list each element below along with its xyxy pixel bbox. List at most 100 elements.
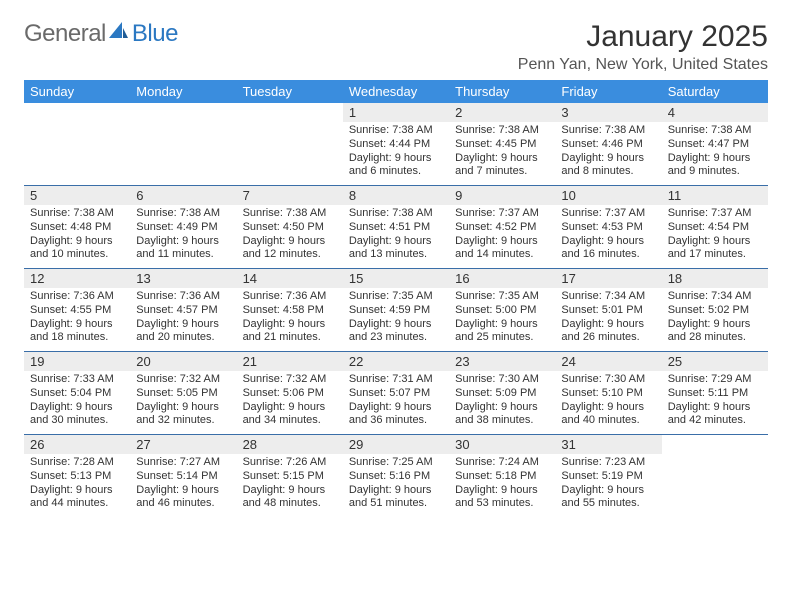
daylight-line: Daylight: 9 hours and 30 minutes. (30, 401, 124, 429)
day-info-cell: Sunrise: 7:26 AMSunset: 5:15 PMDaylight:… (237, 454, 343, 517)
sunrise-line: Sunrise: 7:38 AM (668, 124, 762, 138)
daylight-line: Daylight: 9 hours and 6 minutes. (349, 152, 443, 180)
daylight-line: Daylight: 9 hours and 17 minutes. (668, 235, 762, 263)
day-info-cell: Sunrise: 7:30 AMSunset: 5:09 PMDaylight:… (449, 371, 555, 435)
daylight-line: Daylight: 9 hours and 32 minutes. (136, 401, 230, 429)
sunrise-line: Sunrise: 7:36 AM (136, 290, 230, 304)
logo-text-2: Blue (132, 20, 178, 48)
daylight-line: Daylight: 9 hours and 51 minutes. (349, 484, 443, 512)
sunrise-line: Sunrise: 7:26 AM (243, 456, 337, 470)
daynum-row: 19202122232425 (24, 352, 768, 371)
daylight-line: Daylight: 9 hours and 23 minutes. (349, 318, 443, 346)
sunset-line: Sunset: 4:50 PM (243, 221, 337, 235)
sunrise-line: Sunrise: 7:36 AM (30, 290, 124, 304)
sunrise-line: Sunrise: 7:29 AM (668, 373, 762, 387)
sunrise-line: Sunrise: 7:23 AM (561, 456, 655, 470)
sunset-line: Sunset: 5:01 PM (561, 304, 655, 318)
sunrise-line: Sunrise: 7:37 AM (668, 207, 762, 221)
daylight-line: Daylight: 9 hours and 34 minutes. (243, 401, 337, 429)
daylight-line: Daylight: 9 hours and 40 minutes. (561, 401, 655, 429)
day-info-row: Sunrise: 7:28 AMSunset: 5:13 PMDaylight:… (24, 454, 768, 517)
day-info-cell: Sunrise: 7:32 AMSunset: 5:06 PMDaylight:… (237, 371, 343, 435)
sunrise-line: Sunrise: 7:34 AM (668, 290, 762, 304)
page-subtitle: Penn Yan, New York, United States (518, 56, 768, 74)
day-info-cell: Sunrise: 7:24 AMSunset: 5:18 PMDaylight:… (449, 454, 555, 517)
day-number-cell: 22 (343, 352, 449, 371)
day-number-cell: 16 (449, 269, 555, 288)
sunset-line: Sunset: 4:58 PM (243, 304, 337, 318)
day-info-cell: Sunrise: 7:38 AMSunset: 4:51 PMDaylight:… (343, 205, 449, 269)
day-info-cell: Sunrise: 7:36 AMSunset: 4:55 PMDaylight:… (24, 288, 130, 352)
day-number-cell (237, 103, 343, 122)
page-title: January 2025 (518, 20, 768, 54)
sunrise-line: Sunrise: 7:38 AM (349, 207, 443, 221)
day-number-cell: 9 (449, 186, 555, 205)
day-info-cell: Sunrise: 7:38 AMSunset: 4:49 PMDaylight:… (130, 205, 236, 269)
sunset-line: Sunset: 5:02 PM (668, 304, 762, 318)
day-number-cell: 28 (237, 435, 343, 454)
day-info-cell (24, 122, 130, 186)
sunrise-line: Sunrise: 7:34 AM (561, 290, 655, 304)
day-info-cell: Sunrise: 7:38 AMSunset: 4:45 PMDaylight:… (449, 122, 555, 186)
day-info-cell: Sunrise: 7:28 AMSunset: 5:13 PMDaylight:… (24, 454, 130, 517)
calendar-table: Sunday Monday Tuesday Wednesday Thursday… (24, 80, 768, 517)
daylight-line: Daylight: 9 hours and 18 minutes. (30, 318, 124, 346)
daylight-line: Daylight: 9 hours and 28 minutes. (668, 318, 762, 346)
daylight-line: Daylight: 9 hours and 8 minutes. (561, 152, 655, 180)
daylight-line: Daylight: 9 hours and 55 minutes. (561, 484, 655, 512)
day-info-cell: Sunrise: 7:33 AMSunset: 5:04 PMDaylight:… (24, 371, 130, 435)
day-info-row: Sunrise: 7:38 AMSunset: 4:44 PMDaylight:… (24, 122, 768, 186)
day-info-cell: Sunrise: 7:37 AMSunset: 4:54 PMDaylight:… (662, 205, 768, 269)
sunset-line: Sunset: 4:45 PM (455, 138, 549, 152)
day-info-cell: Sunrise: 7:36 AMSunset: 4:57 PMDaylight:… (130, 288, 236, 352)
day-info-row: Sunrise: 7:36 AMSunset: 4:55 PMDaylight:… (24, 288, 768, 352)
sunset-line: Sunset: 4:49 PM (136, 221, 230, 235)
day-info-cell: Sunrise: 7:36 AMSunset: 4:58 PMDaylight:… (237, 288, 343, 352)
daylight-line: Daylight: 9 hours and 53 minutes. (455, 484, 549, 512)
sunset-line: Sunset: 5:11 PM (668, 387, 762, 401)
sunrise-line: Sunrise: 7:31 AM (349, 373, 443, 387)
sunrise-line: Sunrise: 7:37 AM (455, 207, 549, 221)
day-info-cell (237, 122, 343, 186)
daylight-line: Daylight: 9 hours and 42 minutes. (668, 401, 762, 429)
sunrise-line: Sunrise: 7:32 AM (243, 373, 337, 387)
sunset-line: Sunset: 5:19 PM (561, 470, 655, 484)
day-number-cell: 27 (130, 435, 236, 454)
sunset-line: Sunset: 5:00 PM (455, 304, 549, 318)
day-number-cell: 21 (237, 352, 343, 371)
day-number-cell: 10 (555, 186, 661, 205)
day-number-cell: 20 (130, 352, 236, 371)
logo: General Blue (24, 20, 178, 48)
day-number-cell: 29 (343, 435, 449, 454)
day-number-cell: 1 (343, 103, 449, 122)
sunrise-line: Sunrise: 7:27 AM (136, 456, 230, 470)
daylight-line: Daylight: 9 hours and 44 minutes. (30, 484, 124, 512)
day-info-cell: Sunrise: 7:37 AMSunset: 4:52 PMDaylight:… (449, 205, 555, 269)
sunset-line: Sunset: 4:51 PM (349, 221, 443, 235)
day-number-cell: 11 (662, 186, 768, 205)
sunset-line: Sunset: 4:52 PM (455, 221, 549, 235)
day-number-cell: 18 (662, 269, 768, 288)
sunrise-line: Sunrise: 7:24 AM (455, 456, 549, 470)
day-info-cell: Sunrise: 7:35 AMSunset: 4:59 PMDaylight:… (343, 288, 449, 352)
sunset-line: Sunset: 4:54 PM (668, 221, 762, 235)
day-number-cell: 25 (662, 352, 768, 371)
day-info-cell: Sunrise: 7:38 AMSunset: 4:48 PMDaylight:… (24, 205, 130, 269)
day-info-cell: Sunrise: 7:37 AMSunset: 4:53 PMDaylight:… (555, 205, 661, 269)
daylight-line: Daylight: 9 hours and 46 minutes. (136, 484, 230, 512)
sunset-line: Sunset: 5:07 PM (349, 387, 443, 401)
day-number-cell (130, 103, 236, 122)
day-number-cell: 7 (237, 186, 343, 205)
daylight-line: Daylight: 9 hours and 13 minutes. (349, 235, 443, 263)
sunset-line: Sunset: 5:06 PM (243, 387, 337, 401)
day-number-cell: 19 (24, 352, 130, 371)
sunset-line: Sunset: 5:15 PM (243, 470, 337, 484)
sunset-line: Sunset: 5:18 PM (455, 470, 549, 484)
day-number-cell: 2 (449, 103, 555, 122)
day-info-cell: Sunrise: 7:23 AMSunset: 5:19 PMDaylight:… (555, 454, 661, 517)
day-info-cell: Sunrise: 7:34 AMSunset: 5:02 PMDaylight:… (662, 288, 768, 352)
daylight-line: Daylight: 9 hours and 20 minutes. (136, 318, 230, 346)
day-number-cell: 15 (343, 269, 449, 288)
sunrise-line: Sunrise: 7:33 AM (30, 373, 124, 387)
sunrise-line: Sunrise: 7:30 AM (455, 373, 549, 387)
